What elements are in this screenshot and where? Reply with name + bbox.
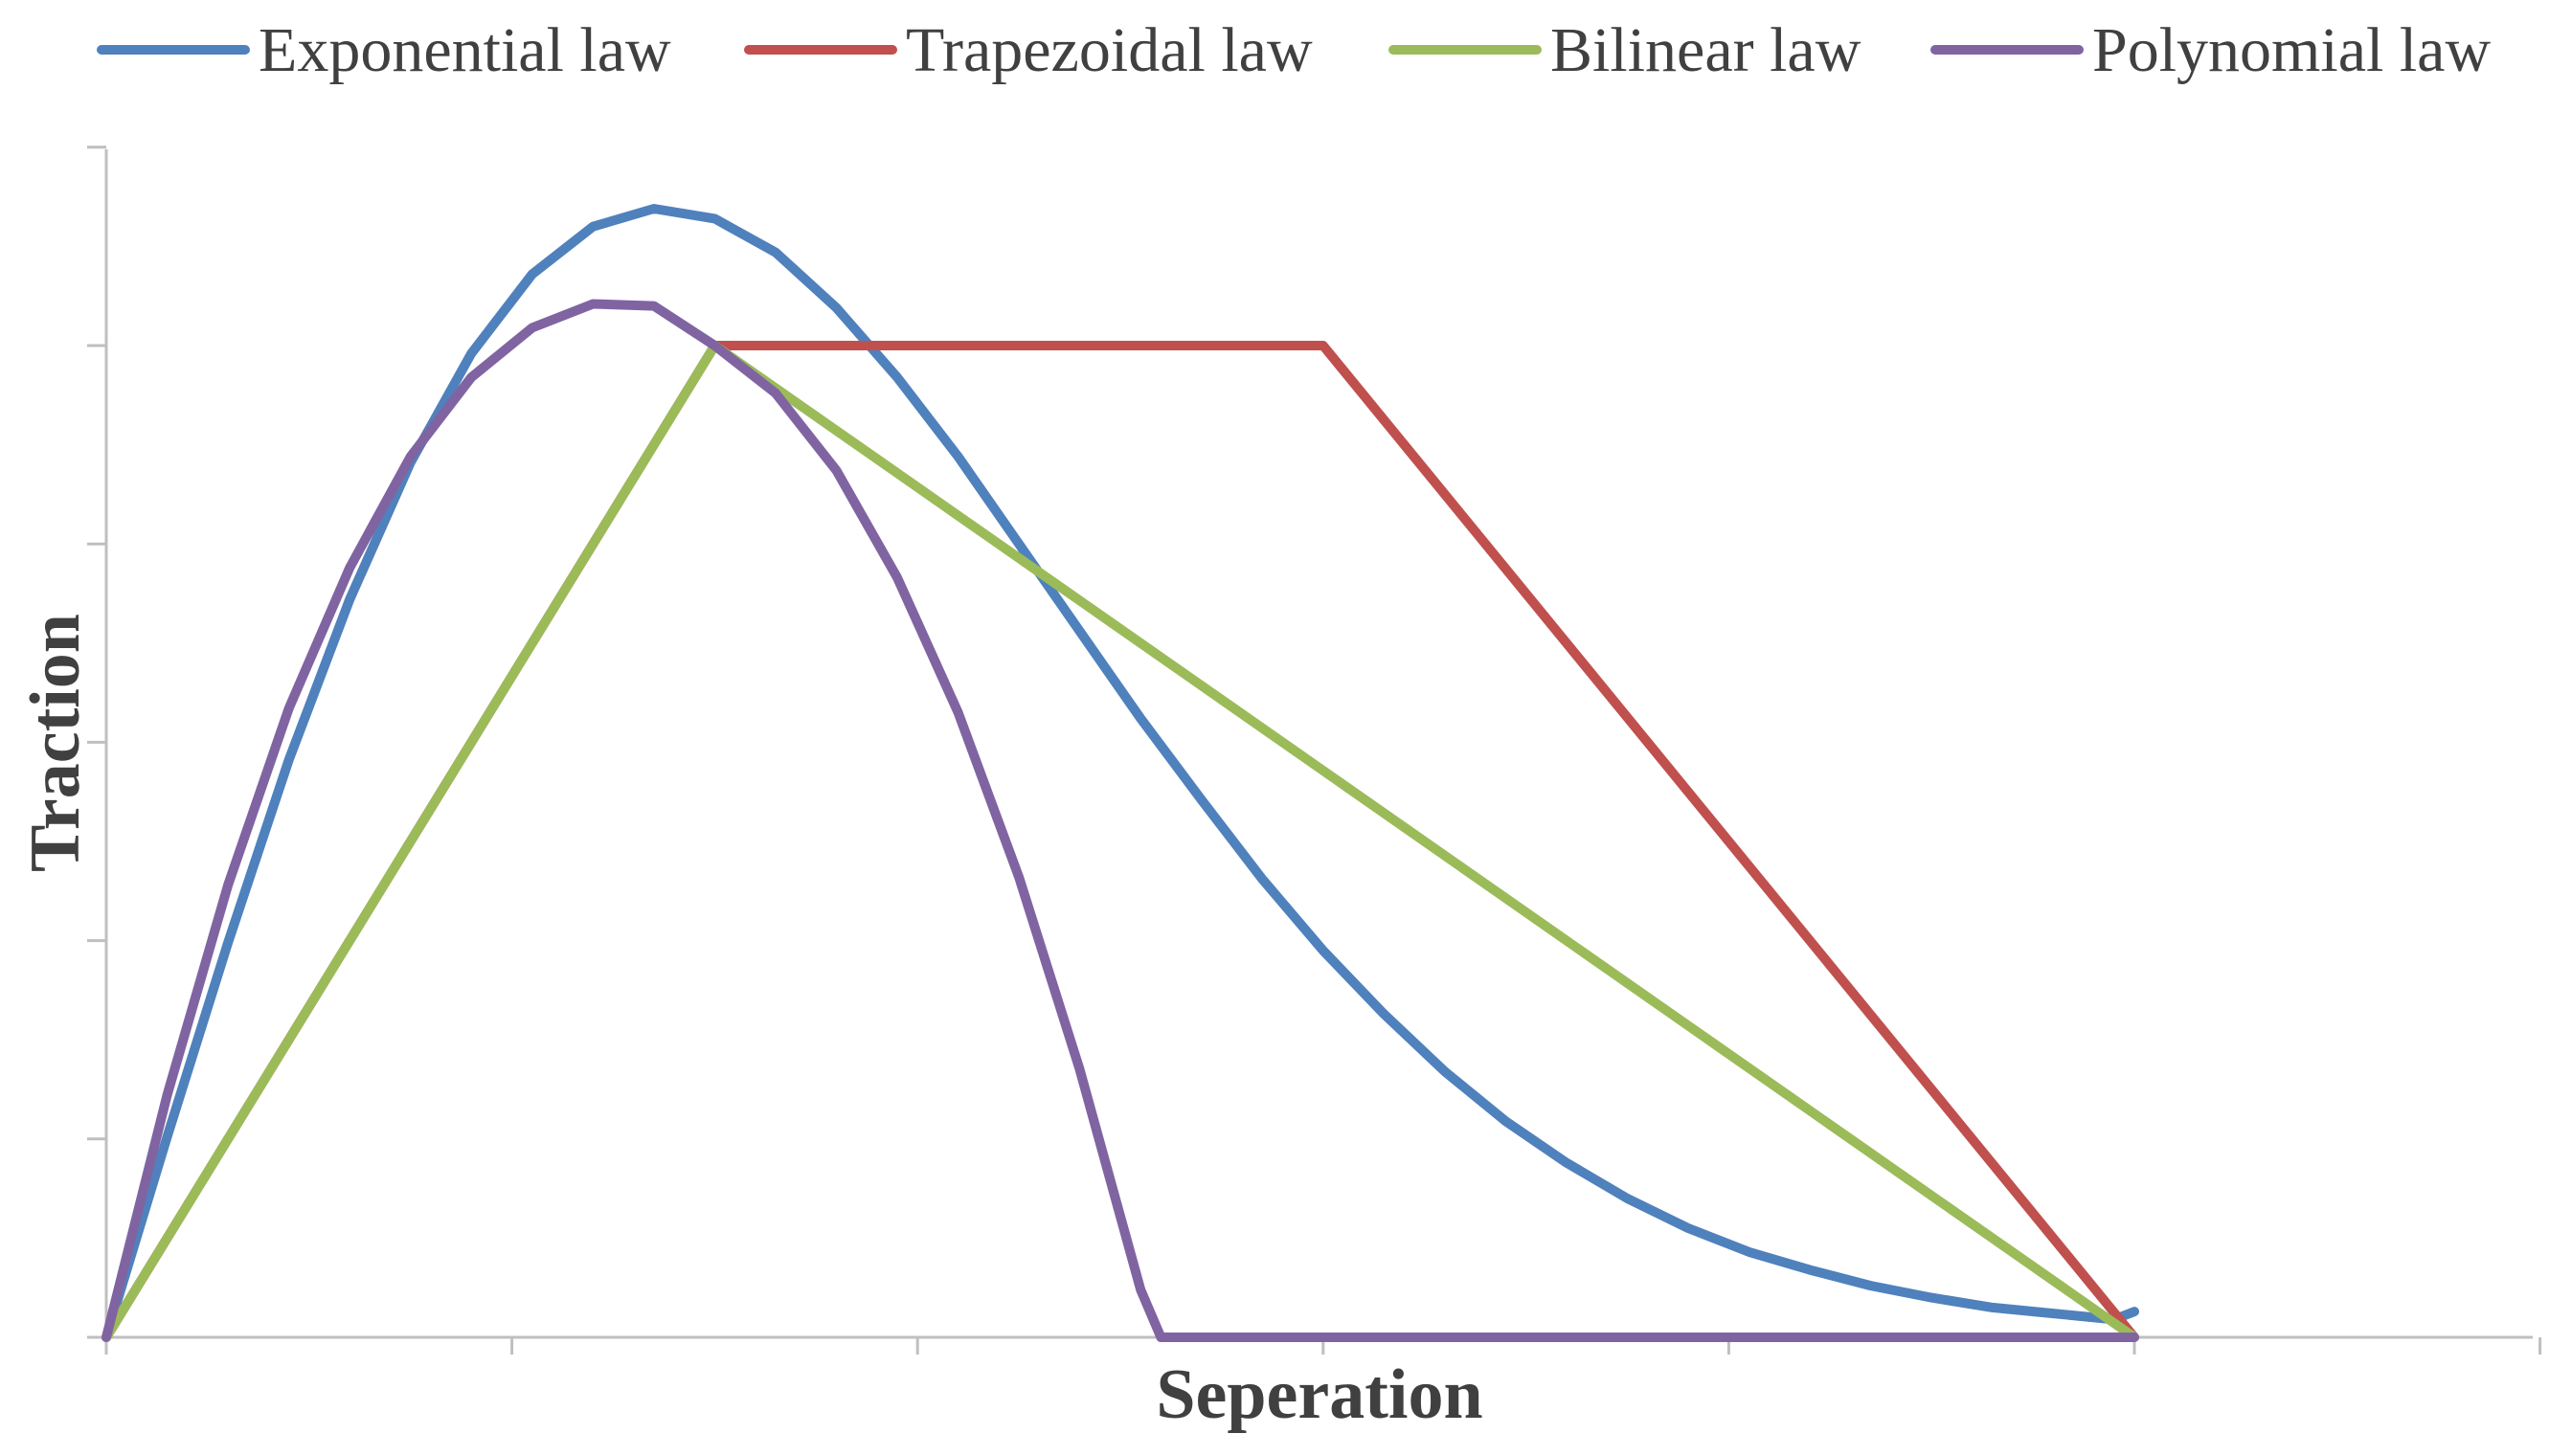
legend-item: Bilinear law bbox=[1388, 15, 1861, 85]
series-line-exponential-law bbox=[102, 204, 2139, 1342]
legend-label: Exponential law bbox=[259, 15, 671, 85]
chart-axes bbox=[87, 146, 2542, 1355]
y-axis-ticks bbox=[87, 146, 106, 1339]
legend-item: Trapezoidal law bbox=[744, 15, 1313, 85]
x-axis-title: Seperation bbox=[1156, 1355, 1482, 1434]
legend-item: Polynomial law bbox=[1930, 15, 2491, 85]
series-line-bilinear-law bbox=[102, 341, 2139, 1342]
legend-label: Polynomial law bbox=[2092, 15, 2491, 85]
chart-series bbox=[102, 204, 2139, 1342]
series-line-polynomial-law bbox=[102, 299, 2139, 1342]
legend-label: Bilinear law bbox=[1550, 15, 1861, 85]
chart-legend: Exponential law Trapezoidal law Bilinear l… bbox=[97, 15, 2491, 85]
legend-label: Trapezoidal law bbox=[906, 15, 1313, 85]
y-axis-title: Traction bbox=[16, 614, 95, 872]
legend-item: Exponential law bbox=[97, 15, 671, 85]
